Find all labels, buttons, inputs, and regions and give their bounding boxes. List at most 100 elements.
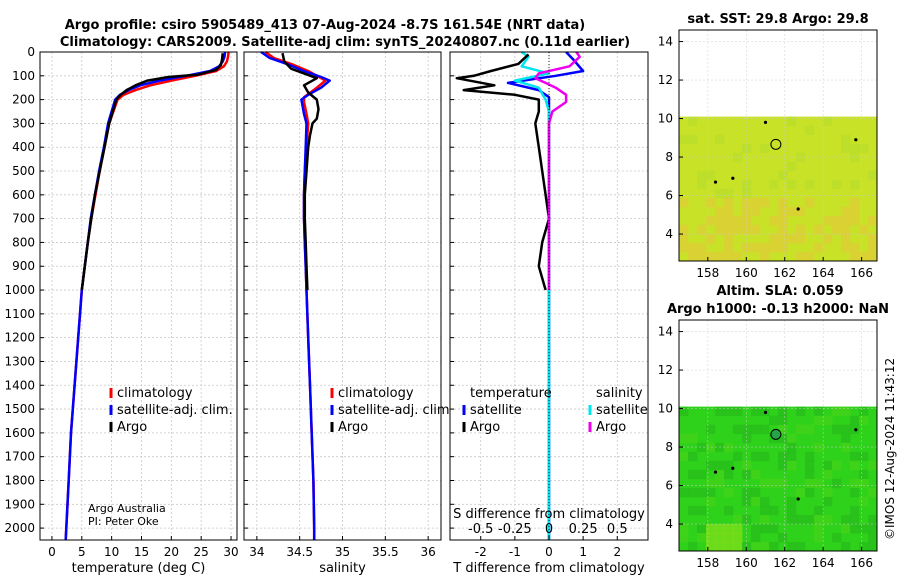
s-tick-label: -0.5 (468, 522, 493, 537)
map-cell (751, 242, 761, 253)
map-cell (850, 197, 860, 208)
map-cell (841, 433, 851, 444)
map-x-tick-label: 162 (773, 266, 796, 280)
map-cell (850, 215, 860, 226)
map-cell (814, 532, 824, 543)
map-cell (814, 406, 824, 417)
map-cell (769, 233, 779, 244)
map-cell (742, 242, 752, 253)
map-cell (733, 215, 743, 226)
map-cell (787, 451, 797, 462)
series-line-s-satellite (513, 50, 551, 540)
island-marker (763, 120, 768, 124)
x-tick-label: 0 (48, 545, 56, 559)
map-cell (805, 251, 815, 262)
map-cell (706, 251, 716, 262)
map-cell (850, 143, 860, 154)
island-marker (796, 497, 800, 501)
map-cell (850, 415, 860, 426)
map-cell (769, 215, 779, 226)
x-tick-label: 5 (78, 545, 86, 559)
legend-header-salinity: salinity (596, 386, 643, 401)
map-cell (724, 541, 734, 552)
map-cell (679, 451, 689, 462)
map-cell (742, 424, 752, 435)
credit-line1: Argo Australia (88, 502, 166, 515)
y-tick-label: 300 (12, 116, 35, 130)
map-cell (706, 496, 716, 507)
map-cell (814, 442, 824, 453)
map-cell (868, 514, 878, 525)
legend-label: climatology (338, 386, 414, 401)
map-cell (778, 233, 788, 244)
map-cell (769, 242, 779, 253)
s-tick-label: -0.25 (498, 522, 532, 537)
map-cell (778, 478, 788, 489)
map-cell (859, 478, 869, 489)
island-marker (854, 138, 858, 142)
map-cell (814, 523, 824, 534)
map-cell (688, 487, 698, 498)
map-cell (724, 215, 734, 226)
map-cell (706, 460, 716, 471)
map-cell (760, 514, 770, 525)
legend-label: Argo (338, 420, 368, 435)
map-cell (760, 496, 770, 507)
map-cell (697, 251, 707, 262)
map-cell (778, 215, 788, 226)
map-cell (769, 179, 779, 190)
map-x-tick-label: 166 (850, 556, 873, 570)
figure-title-line2: Climatology: CARS2009. Satellite-adj cli… (60, 35, 630, 50)
map-cell (796, 406, 806, 417)
map-cell (814, 224, 824, 235)
map-cell (733, 251, 743, 262)
map-cell (724, 442, 734, 453)
map-x-tick-label: 158 (696, 556, 719, 570)
y-tick-label: 1000 (4, 283, 35, 297)
map-cell (697, 505, 707, 516)
sla-map-panel: 158 160 162 164 166 4 6 8 10 12 14 Altim. SLA: 0.05… (658, 284, 889, 570)
map-cell (859, 415, 869, 426)
difference-panel: -2 -1 0 1 2 T difference from climatology S di… (449, 50, 649, 576)
map-cell (697, 242, 707, 253)
map-cell (760, 541, 770, 552)
map-cell (724, 523, 734, 534)
map-cell (706, 478, 716, 489)
map-cell (841, 523, 851, 534)
map-cell (850, 487, 860, 498)
map-cell (760, 478, 770, 489)
y-tick-label: 1800 (4, 473, 35, 487)
map-cell (814, 514, 824, 525)
map-cell (868, 487, 878, 498)
map-cell (796, 233, 806, 244)
legend-label: Argo (470, 420, 500, 435)
map-y-tick-label: 6 (665, 189, 673, 203)
y-tick-label: 1400 (4, 378, 35, 392)
axes-frame (39, 51, 238, 541)
island-marker (731, 466, 735, 470)
map-cell (751, 206, 761, 217)
map-cell (787, 541, 797, 552)
map-cell (760, 505, 770, 516)
map-cell (760, 451, 770, 462)
map-cell (832, 424, 842, 435)
map-cell (841, 215, 851, 226)
map-cell (778, 460, 788, 471)
map-cell (679, 433, 689, 444)
legend-label: satellite-adj. clim. (338, 403, 454, 418)
x-tick-label: 35 (335, 545, 350, 559)
map-cell (751, 523, 761, 534)
x-tick-label: 36 (421, 545, 436, 559)
map-cell (706, 215, 716, 226)
map-cell (787, 505, 797, 516)
map-cell (805, 197, 815, 208)
y-tick-label: 700 (12, 212, 35, 226)
y-tick-label: 2000 (4, 521, 35, 535)
y-tick-label: 100 (12, 69, 35, 83)
map-cell (796, 251, 806, 262)
x-tick-label: 30 (223, 545, 238, 559)
map-cell (724, 487, 734, 498)
map-cell (742, 433, 752, 444)
map-cell (706, 532, 716, 543)
map-cell (805, 478, 815, 489)
